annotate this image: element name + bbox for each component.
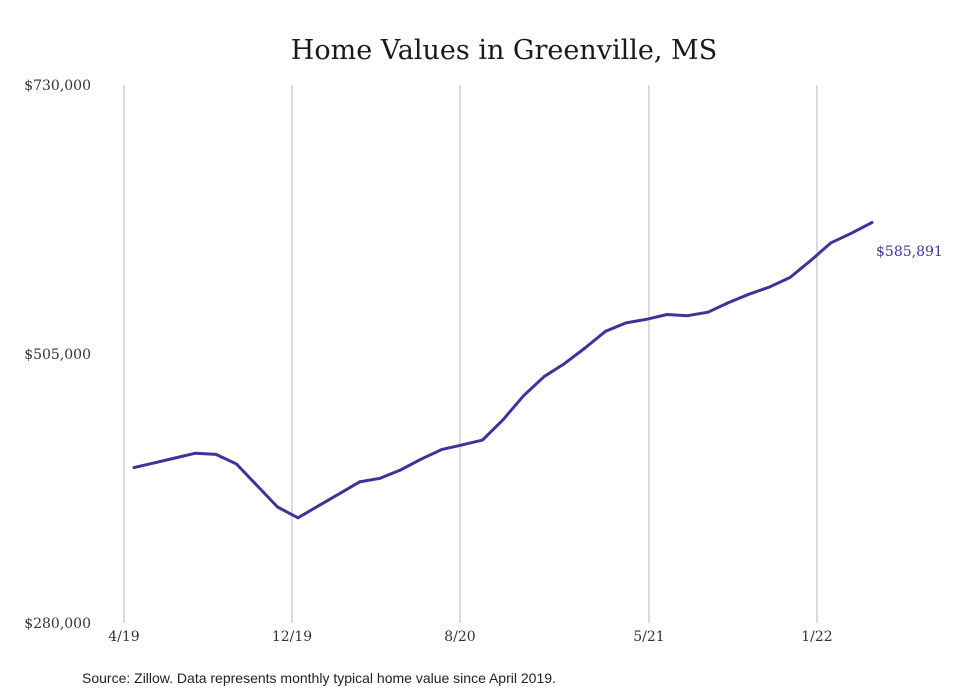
data-point xyxy=(255,484,259,487)
x-tick-label: 5/21 xyxy=(633,629,664,645)
end-value-label: $585,891 xyxy=(876,244,943,260)
x-axis-tick-labels: 4/19 12/19 8/20 5/21 1/22 xyxy=(108,629,832,645)
data-point xyxy=(624,321,628,325)
data-point xyxy=(645,318,648,321)
grid-lines xyxy=(123,85,818,623)
data-point xyxy=(563,362,566,365)
data-point xyxy=(788,276,792,279)
data-point xyxy=(337,492,341,496)
data-point xyxy=(768,285,771,289)
y-tick-label: $730,000 xyxy=(24,78,91,94)
data-point xyxy=(706,311,710,314)
data-point xyxy=(214,453,218,456)
y-tick-label: $505,000 xyxy=(24,347,91,363)
series-points xyxy=(132,221,874,519)
data-point xyxy=(686,314,689,317)
data-point xyxy=(440,448,443,451)
data-point xyxy=(501,418,505,421)
data-point xyxy=(173,456,177,460)
data-point xyxy=(870,221,874,224)
data-point xyxy=(399,468,402,472)
data-point xyxy=(747,293,751,296)
data-point xyxy=(194,452,197,455)
x-tick-label: 4/19 xyxy=(108,629,139,645)
data-point xyxy=(132,466,136,469)
series-line-home-value xyxy=(132,221,874,520)
data-point xyxy=(358,480,361,484)
x-tick-label: 8/20 xyxy=(444,629,475,645)
data-point xyxy=(481,438,484,442)
data-point xyxy=(296,516,300,519)
data-point xyxy=(153,461,156,464)
x-tick-label: 12/19 xyxy=(272,629,312,645)
chart-title: Home Values in Greenville, MS xyxy=(291,35,717,66)
data-point xyxy=(235,462,238,466)
data-point xyxy=(829,241,833,244)
data-point xyxy=(665,313,669,316)
data-point xyxy=(522,394,525,397)
data-point xyxy=(809,259,812,262)
x-tick-label: 1/22 xyxy=(801,629,832,645)
y-tick-label: $280,000 xyxy=(24,616,91,632)
data-point xyxy=(419,458,423,461)
data-point xyxy=(583,346,587,350)
y-axis-tick-labels: $730,000 $505,000 $280,000 xyxy=(24,78,91,632)
data-point xyxy=(460,443,464,447)
data-point xyxy=(727,301,730,304)
data-point xyxy=(542,375,546,378)
data-point xyxy=(317,504,320,507)
data-point xyxy=(604,330,607,333)
data-point xyxy=(850,232,853,235)
source-note: Source: Zillow. Data represents monthly … xyxy=(82,670,556,686)
data-point xyxy=(378,477,382,480)
data-point xyxy=(276,505,279,509)
